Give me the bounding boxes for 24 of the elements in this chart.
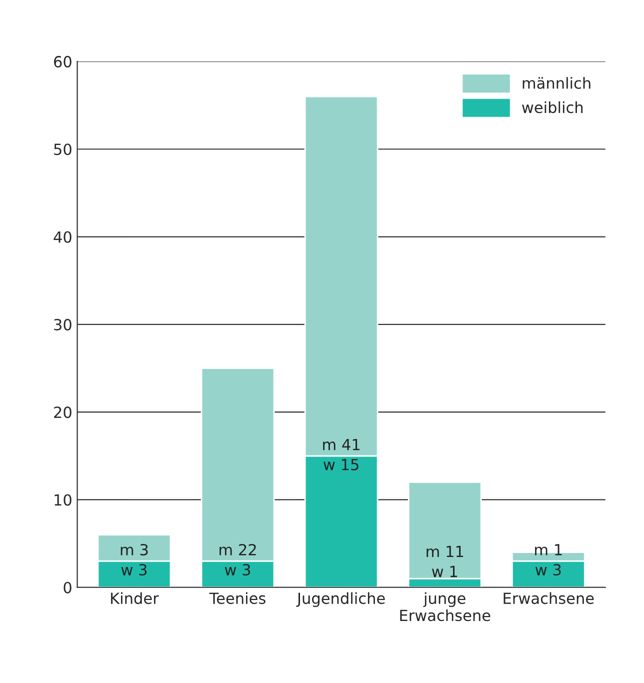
data-label: w 3 <box>536 564 561 576</box>
y-tick-label: 0 <box>64 582 72 594</box>
data-label: w 3 <box>121 564 147 576</box>
data-label: m 22 <box>220 544 256 556</box>
x-tick-label: junge Erwachsene <box>400 592 490 622</box>
x-tick-label: Kinder <box>111 592 159 604</box>
y-tick-label: 30 <box>54 318 72 330</box>
x-tick-label: Erwachsene <box>504 592 594 604</box>
y-tick-label: 50 <box>54 144 72 156</box>
data-label: w 3 <box>224 564 250 576</box>
data-label: m 11 <box>426 546 464 558</box>
data-label: w 15 <box>324 459 358 470</box>
x-tick-label: Jugendliche <box>296 592 385 608</box>
y-tick-label: 60 <box>54 56 72 68</box>
y-tick-label: 40 <box>54 231 72 243</box>
data-label: m 1 <box>535 544 562 556</box>
y-tick-label: 20 <box>54 406 72 418</box>
legend-label: männlich <box>522 77 590 89</box>
y-tick-label: 10 <box>54 494 72 506</box>
data-label: m 3 <box>120 544 148 556</box>
data-label: w 1 <box>432 566 457 578</box>
data-label: m 41 <box>323 438 360 450</box>
x-tick-label: Teenies <box>209 592 266 604</box>
legend-label: weiblich <box>522 101 583 114</box>
